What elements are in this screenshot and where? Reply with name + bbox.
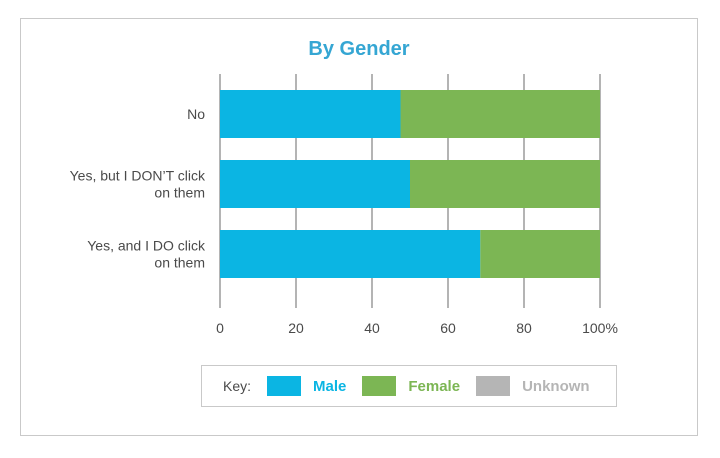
category-label: on them	[154, 255, 205, 271]
legend: Key: Male Female Unknown	[201, 365, 617, 407]
legend-key-label: Key:	[223, 378, 252, 394]
x-tick-label: 100%	[582, 320, 618, 336]
x-tick-label: 0	[216, 320, 224, 336]
x-tick-label: 20	[288, 320, 304, 336]
category-label: No	[187, 106, 205, 122]
chart-title: By Gender	[308, 38, 409, 60]
x-tick-label: 40	[364, 320, 380, 336]
bar-female-1	[410, 160, 600, 208]
legend-swatch-male	[267, 376, 302, 396]
bar-male-1	[220, 160, 410, 208]
tick-label-layer: 0 20 40 60 80 100%	[216, 320, 618, 336]
x-tick-label: 60	[440, 320, 456, 336]
bar-female-0	[400, 90, 600, 138]
x-tick-label: 80	[516, 320, 532, 336]
legend-swatch-female	[362, 376, 397, 396]
category-label: Yes, but I DON’T click	[70, 168, 206, 184]
legend-label-male: Male	[313, 377, 347, 395]
bar-male-0	[220, 90, 401, 138]
bar-layer	[220, 90, 600, 278]
bar-male-2	[220, 230, 481, 278]
legend-label-female: Female	[408, 377, 461, 395]
chart-frame	[20, 18, 698, 436]
bar-female-2	[480, 230, 600, 278]
legend-item-male: Male	[267, 376, 346, 396]
category-label: on them	[154, 185, 205, 201]
legend-item-female: Female	[362, 376, 460, 396]
legend-label-unknown: Unknown	[522, 377, 590, 395]
legend-swatch-unknown	[476, 376, 511, 396]
legend-item-unknown: Unknown	[476, 376, 590, 396]
category-label: Yes, and I DO click	[87, 238, 206, 254]
